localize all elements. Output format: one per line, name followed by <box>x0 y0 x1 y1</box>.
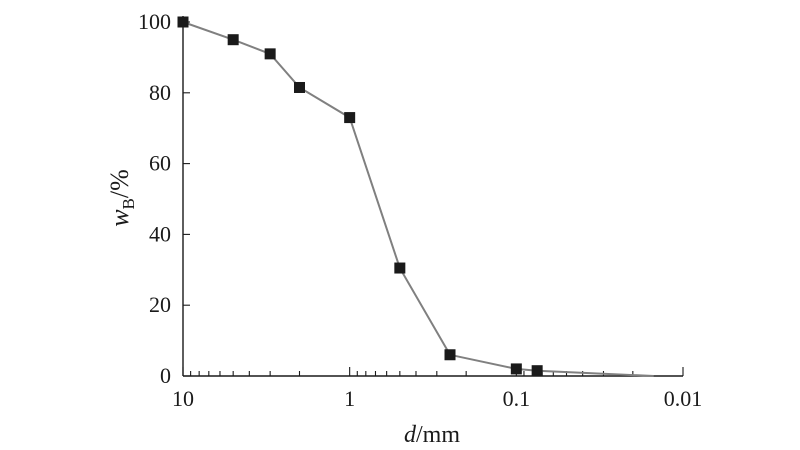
plot-area <box>177 16 654 377</box>
x-axis-label-unit: /mm <box>416 422 460 448</box>
data-point-marker <box>531 365 543 377</box>
y-axis-label-symbol: w <box>105 209 134 227</box>
y-tick-label: 80 <box>149 80 171 105</box>
x-axis-label: d/mm <box>404 422 460 448</box>
y-tick-label: 20 <box>149 292 171 317</box>
series-line <box>182 21 654 377</box>
data-point-marker <box>344 112 356 124</box>
y-tick-label: 0 <box>160 363 171 388</box>
y-axis-label-unit: /% <box>105 169 134 198</box>
data-point-marker <box>264 48 276 60</box>
y-tick-label: 40 <box>149 221 171 246</box>
x-tick-label: 10 <box>172 386 194 411</box>
x-tick-label: 1 <box>344 386 355 411</box>
y-tick-label: 60 <box>149 151 171 176</box>
x-tick-label: 0.01 <box>664 386 703 411</box>
data-point-marker <box>293 81 305 93</box>
data-point-marker <box>510 363 522 375</box>
x-tick-label: 0.1 <box>503 386 531 411</box>
data-point-marker <box>394 262 406 274</box>
y-axis-label: wB/% <box>105 169 138 227</box>
data-point-marker <box>444 349 456 361</box>
y-axis-ticks: 0 20 40 60 80 100 <box>138 9 190 388</box>
y-tick-label: 100 <box>138 9 171 34</box>
axes <box>182 16 683 377</box>
x-axis-label-symbol: d <box>404 422 417 448</box>
data-point-marker <box>227 34 239 46</box>
data-point-marker <box>177 16 189 28</box>
y-axis-label-subscript: B <box>119 198 138 209</box>
